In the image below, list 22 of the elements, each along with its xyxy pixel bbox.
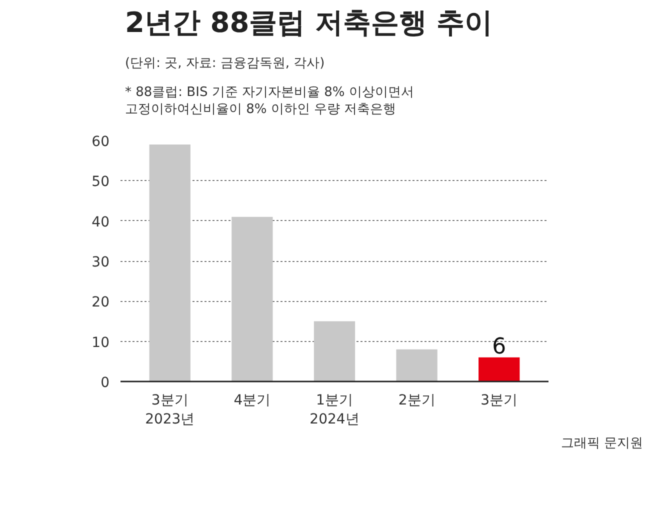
x-tick-label: 3분기 2023년: [145, 392, 195, 428]
bar: [314, 321, 356, 382]
y-tick-label: 60: [92, 134, 110, 150]
text: 그래픽 문지원: [560, 436, 643, 453]
chart-title: 2년간 88클럽 저축은행 추이: [125, 5, 494, 41]
y-tick-label: 30: [92, 254, 110, 270]
bar: [478, 357, 520, 382]
data-label: 6: [492, 334, 506, 360]
text: * 88클럽: BIS 기준 자기자본비율 8% 이상이면서 고정이하여신비율이 8% 이하인 우량 저축은행: [125, 85, 415, 119]
y-tick-label: 0: [100, 375, 110, 391]
y-tick-label: 20: [92, 294, 110, 311]
chart-subtitle: (단위: 곳, 자료: 금융감독원, 각사): [125, 56, 326, 73]
x-tick-label: 4분기: [234, 392, 271, 408]
bar: [396, 349, 438, 382]
bar: [232, 216, 273, 382]
x-tick-label: 3분기: [480, 392, 518, 408]
bar: [149, 144, 190, 382]
x-tick-label: 1분기 2024년: [310, 392, 360, 428]
y-tick-label: 10: [92, 334, 110, 351]
y-tick-label: 40: [92, 214, 110, 230]
y-tick-label: 50: [92, 174, 110, 190]
x-tick-label: 2분기: [398, 392, 436, 408]
